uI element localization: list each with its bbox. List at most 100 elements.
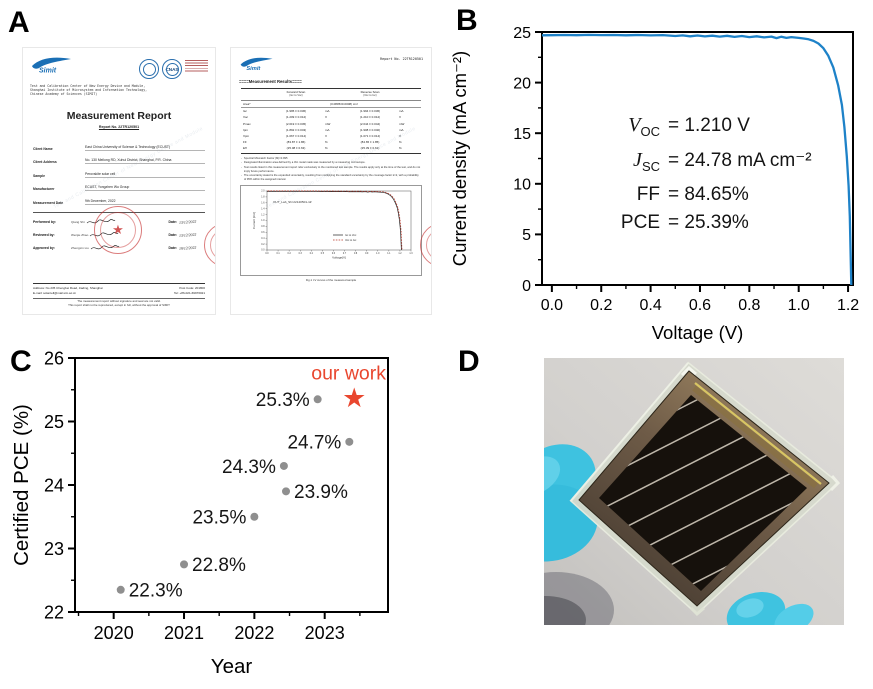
- svg-text:0: 0: [522, 278, 531, 295]
- panel-d-label: D: [458, 345, 480, 378]
- fwd-unit: V: [325, 134, 328, 139]
- svg-text:15: 15: [513, 126, 531, 143]
- rev-unit: mW: [399, 121, 405, 126]
- report-title: Measurement Report: [66, 110, 172, 122]
- x-ticks: 2020 2021 2022 2023: [77, 612, 361, 643]
- fwd-unit: V: [325, 115, 328, 120]
- signer-name: Qiang Shi: [71, 220, 85, 224]
- pce-data-points: 22.3% 22.8% 23.5% 23.9% 24.3% 24.7% 25.3%: [116, 390, 354, 602]
- param-label: Pmax: [243, 121, 251, 126]
- svg-text:Voltage[V]: Voltage[V]: [332, 256, 346, 260]
- svg-text:1.0: 1.0: [376, 253, 380, 255]
- certification-iv-chart-box: 0.0 0.2 0.4 0.6 0.8 1.0 1.2 1.4 1.6 1.8 2.0 0.0 0.1 0…: [240, 185, 422, 277]
- metric-name: JSC: [633, 148, 660, 174]
- rev-value: (1.210 ± 0.012): [359, 115, 381, 120]
- svg-text:1.3: 1.3: [409, 253, 413, 255]
- table-header-row: Forward Scan (Isc to Voc) Reverse Scan (Voc…: [241, 90, 421, 101]
- metric-value: = 25.39%: [668, 211, 749, 233]
- fwd-scan-header: Forward Scan (Isc to Voc): [267, 90, 325, 99]
- svg-text:0.7: 0.7: [343, 253, 347, 255]
- figure-caption: Fig.1 I-V curves of the measured sample: [305, 277, 357, 282]
- svg-text:0.2: 0.2: [288, 253, 292, 255]
- pce-point: [250, 512, 259, 521]
- rev-scan-header: Reverse Scan (Voc to Isc): [341, 90, 399, 99]
- svg-text:1.6: 1.6: [261, 203, 265, 205]
- fwd-value: (83.87 ± 1.86): [286, 140, 306, 145]
- pce-point-label: 23.9%: [294, 482, 348, 503]
- svg-text:0.4: 0.4: [310, 253, 314, 255]
- svg-text:0.0: 0.0: [541, 297, 563, 314]
- svg-text:5: 5: [522, 227, 531, 244]
- panel-d-module-photo: D: [436, 345, 873, 689]
- svg-text:0.0: 0.0: [261, 250, 265, 252]
- red-seal-stamp-partial: [204, 223, 215, 267]
- pce-point: [345, 437, 354, 446]
- signature-role: Performed by:: [33, 220, 56, 224]
- svg-text:0.6: 0.6: [332, 253, 336, 255]
- pce-point-label: 25.3%: [256, 390, 310, 411]
- jv-metrics-annotation: VOC = 1.210 V JSC = 24.78 mA cm⁻² FF = 84.65%…: [606, 111, 812, 237]
- pce-point-label: 22.3%: [129, 581, 183, 602]
- results-heading: ====Measurement Results====: [239, 79, 302, 84]
- svg-text:1.2: 1.2: [261, 214, 265, 216]
- pce-point: [180, 560, 189, 569]
- field-value: 9th December, 2022: [85, 199, 205, 205]
- date-label: Date:: [168, 246, 177, 250]
- report-page-1: Test and Calibration Center of New Energ…: [22, 47, 216, 315]
- fwd-value: (1.209 ± 0.012): [285, 115, 307, 120]
- metric-name: FF: [636, 183, 660, 205]
- param-label: Vpm: [243, 134, 250, 139]
- y-ticks: 22 23 24 25 26: [44, 348, 75, 622]
- report-field-row: Client Name East China University of Scie…: [33, 137, 205, 151]
- note-line: Test results listed in this measurement …: [241, 166, 421, 173]
- pce-point-label: 24.3%: [222, 457, 276, 478]
- field-value: East China University of Science & Techn…: [85, 145, 205, 151]
- param-label: FF: [243, 140, 247, 145]
- fwd-value: (1.892 ± 0.043): [285, 127, 307, 132]
- handwritten-date: 13/12/2022: [178, 232, 197, 238]
- metric-line: VOC = 1.210 V: [606, 111, 812, 146]
- results-row: FF (83.87 ± 1.86)% (84.65 ± 1.85)%: [241, 139, 421, 145]
- x-axis-label: Year: [211, 655, 253, 678]
- svg-text:1.2: 1.2: [398, 253, 402, 255]
- fwd-value: (2.019 ± 0.045): [285, 121, 307, 126]
- pce-point: [282, 487, 291, 496]
- svg-text:Isc to Voc: Isc to Voc: [345, 233, 357, 237]
- panel-b-jv-curve: B 0.0 0.2 0.4 0.6 0.8 1.0 1.2 0 5 10 15 20 25 Voltage…: [436, 0, 873, 345]
- active-area: [599, 395, 807, 591]
- svg-text:26: 26: [44, 348, 64, 368]
- fwd-value: (1.067 ± 0.014): [285, 134, 307, 139]
- y-ticks: 0 5 10 15 20 25: [513, 25, 542, 295]
- jv-curve-chart: 0.0 0.2 0.4 0.6 0.8 1.0 1.2 0 5 10 15 20 25 Voltage (…: [449, 25, 859, 343]
- svg-text:1.0: 1.0: [788, 297, 810, 314]
- area-value: (0.0805±0.0008) cm²: [330, 101, 358, 106]
- svg-text:0.8: 0.8: [261, 226, 265, 228]
- org-address-lines: Test and Calibration Center of New Energ…: [30, 84, 208, 96]
- simit-logo-text: Simit: [39, 68, 57, 75]
- svg-text:0.6: 0.6: [261, 232, 265, 234]
- jv-curve-series: [542, 33, 853, 285]
- report-header-2: Simit Report No. 22TR120501: [239, 57, 423, 72]
- report-field-row: Measurement Date 9th December, 2022: [33, 191, 205, 205]
- signature-role: Approved by:: [33, 246, 55, 250]
- gold-contact-strip: [694, 382, 822, 485]
- svg-text:0.8: 0.8: [738, 297, 760, 314]
- fwd-scan-sub: (Isc to Voc): [289, 94, 303, 98]
- red-seal-stamp: ★: [94, 206, 142, 254]
- results-row: Eff (25.08 ± 0.63)% (25.39 ± 0.61)%: [241, 145, 421, 151]
- simit-logo: Simit: [240, 57, 273, 72]
- field-label: Measurement Date: [33, 200, 64, 205]
- rev-value: (1.071 ± 0.014): [359, 134, 381, 139]
- svg-text:25: 25: [44, 412, 64, 432]
- certification-iv-inset-chart: 0.0 0.2 0.4 0.6 0.8 1.0 1.2 1.4 1.6 1.8 2.0 0.0 0.1 0…: [252, 190, 413, 260]
- fwd-value: (25.08 ± 0.63): [286, 146, 306, 151]
- panel-b-label: B: [456, 4, 478, 37]
- metric-line: PCE = 25.39%: [606, 209, 812, 237]
- svg-text:2020: 2020: [94, 623, 134, 643]
- x-axis-label: Voltage (V): [652, 322, 744, 343]
- glass-corner-highlight: [680, 365, 697, 377]
- svg-text:1.0: 1.0: [261, 220, 265, 222]
- svg-text:0.2: 0.2: [590, 297, 612, 314]
- report-field-row: Sample Perovskite solar cell: [33, 164, 205, 178]
- report-notes: Spectral Mismatch Factor (M)=0.995Design…: [241, 157, 421, 182]
